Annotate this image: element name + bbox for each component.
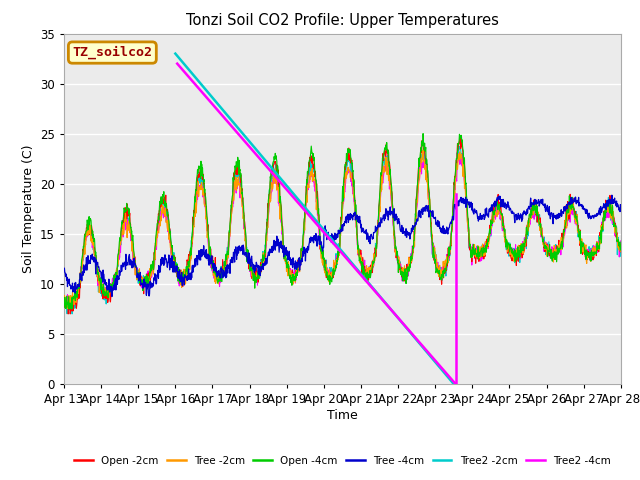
X-axis label: Time: Time	[327, 409, 358, 422]
Y-axis label: Soil Temperature (C): Soil Temperature (C)	[22, 144, 35, 273]
Title: Tonzi Soil CO2 Profile: Upper Temperatures: Tonzi Soil CO2 Profile: Upper Temperatur…	[186, 13, 499, 28]
Legend: Open -2cm, Tree -2cm, Open -4cm, Tree -4cm, Tree2 -2cm, Tree2 -4cm: Open -2cm, Tree -2cm, Open -4cm, Tree -4…	[70, 452, 615, 470]
Text: TZ_soilco2: TZ_soilco2	[72, 46, 152, 59]
